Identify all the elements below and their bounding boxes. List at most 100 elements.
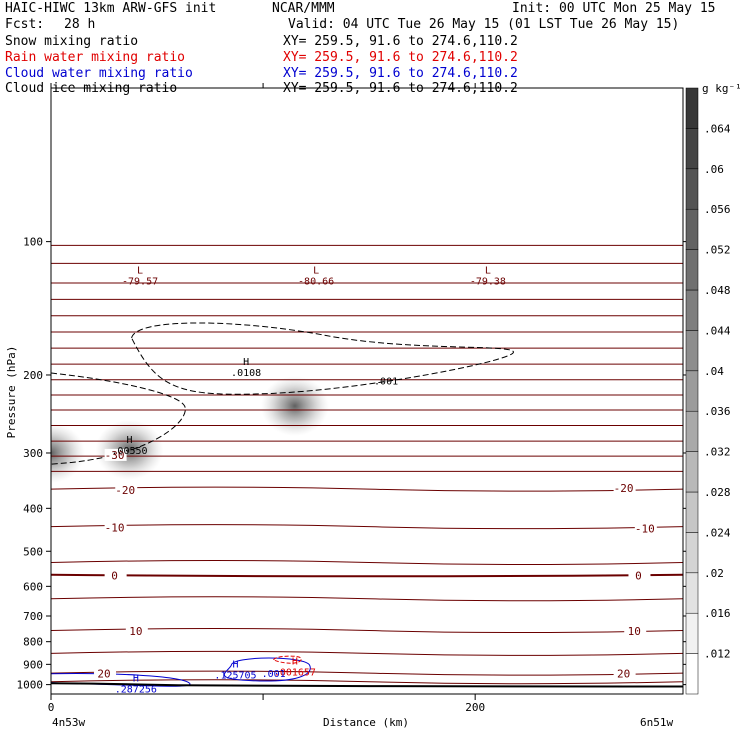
y-tick-label-8: 900 — [23, 658, 43, 671]
isotherm-line-5 — [51, 650, 683, 656]
extremum-type-3: H — [243, 357, 249, 368]
terrain-path — [51, 682, 683, 688]
temp-label-10-0: 10 — [129, 625, 142, 638]
temp-label-bg-1-0 — [115, 484, 138, 497]
y-tick-label-7: 800 — [23, 636, 43, 649]
y-tick-label-5: 600 — [23, 580, 43, 593]
field-xy-cloudwater: XY= 259.5, 91.6 to 274.6,110.2 — [283, 66, 518, 81]
y-tick-label-2: 300 — [23, 447, 43, 460]
colorbar-segment-0 — [685, 653, 699, 695]
contour-labels: -30 -20 -20 -10 -10 0 0 10 10 20 20 — [94, 448, 657, 680]
contour-value-label-1: .001 — [262, 669, 286, 680]
colorbar-segment-4 — [685, 491, 699, 533]
field-name-rain: Rain water mixing ratio — [5, 50, 186, 65]
temp-label-bg-4-0 — [125, 625, 148, 638]
extremum-type-4: H — [126, 435, 132, 446]
colorbar-segment-3 — [685, 532, 699, 574]
isotherm-line-2 — [51, 559, 683, 565]
y-tick-label-0: 100 — [23, 236, 43, 249]
org-text: NCAR/MMM — [272, 1, 335, 16]
x-axis-label: Distance (km) — [323, 716, 409, 729]
extremum-value-4: .00550 — [111, 446, 147, 457]
temp-label-bg-4-1 — [624, 625, 647, 638]
x-tick-label-0: 0 — [48, 701, 55, 714]
y-axis-label: Pressure (hPa) — [5, 346, 18, 439]
colorbar-segment-2 — [685, 572, 699, 614]
temperature-contours — [51, 244, 683, 685]
shaded-blob-0 — [260, 376, 329, 437]
field-name-snow: Snow mixing ratio — [5, 34, 139, 49]
shaded-blobs — [51, 376, 329, 483]
colorbar-segment-5 — [685, 451, 699, 493]
isotherm-line-1 — [51, 524, 683, 530]
isotherm-line-4 — [51, 628, 683, 634]
colorbar-segment-14 — [685, 87, 699, 129]
y-tick-label-6: 700 — [23, 610, 43, 623]
x-left-label: 4n53w — [52, 716, 85, 729]
temp-label-bg-5-0 — [94, 667, 117, 680]
extremum-type-0: L — [137, 265, 143, 276]
colorbar-label-4: .028 — [704, 486, 731, 499]
temp-label-10-1: 10 — [628, 625, 641, 638]
temp-label-bg-2-1 — [634, 522, 657, 535]
colorbar-segment-6 — [685, 410, 699, 452]
plot-frame — [50, 87, 684, 695]
x-tick-label-2: 200 — [465, 701, 485, 714]
temp-label--10-1: -10 — [635, 522, 655, 535]
temp-label-bg-3-1 — [628, 569, 651, 582]
temp-label--20-1: -20 — [614, 482, 634, 495]
y-tick-label-9: 1000 — [17, 679, 44, 692]
colorbar-unit: g kg⁻¹ — [702, 82, 740, 95]
y-tick-label-4: 500 — [23, 545, 43, 558]
extremum-value-1: -80.66 — [298, 276, 334, 287]
extremum-value-0: -79.57 — [122, 276, 158, 287]
colorbar-label-10: .052 — [704, 244, 731, 257]
cloudwater-contour-mid — [223, 657, 311, 682]
shaded-blob-1 — [95, 419, 164, 480]
zero-isotherm-line — [51, 573, 683, 578]
fcst-value: 28 h — [64, 17, 96, 32]
colorbar-segment-7 — [685, 370, 699, 412]
field-xy-rain: XY= 259.5, 91.6 to 274.6,110.2 — [283, 50, 518, 65]
extremum-type-5: H — [292, 656, 298, 667]
temp-label--10-0: -10 — [105, 522, 125, 535]
colorbar-label-12: .06 — [704, 163, 724, 176]
temp-label-bg-3-0 — [104, 569, 127, 582]
extremum-type-7: H — [133, 674, 139, 685]
colorbar-segment-11 — [685, 208, 699, 250]
extremum-value-3: .0108 — [231, 368, 261, 379]
rain-contour — [273, 655, 302, 664]
shaded-blob-2 — [51, 422, 85, 483]
extremum-value-6: .125705 — [214, 671, 256, 682]
x-right-label: 6n51w — [640, 716, 673, 729]
colorbar: .012 .016 .02 .024 .028 .032 .036 .04 .044 .048 .0… — [685, 82, 740, 695]
colorbar-label-3: .024 — [704, 526, 731, 539]
colorbar-segment-10 — [685, 249, 699, 291]
temp-label-20-0: 20 — [97, 667, 110, 680]
colorbar-label-0: .012 — [704, 648, 731, 661]
temp-label-bg-5-1 — [613, 667, 636, 680]
temp-label--30-0: -30 — [105, 449, 125, 462]
extremum-value-7: .287256 — [115, 685, 157, 696]
extremum-type-6: H — [232, 660, 238, 671]
isotherm-line-0 — [51, 486, 683, 492]
colorbar-segment-13 — [685, 128, 699, 170]
colorbar-segment-1 — [685, 612, 699, 654]
extremum-type-1: L — [313, 265, 319, 276]
extremum-value-2: -79.38 — [470, 276, 506, 287]
colorbar-label-8: .044 — [704, 324, 731, 337]
temp-label-bg-0-0 — [104, 448, 127, 461]
colorbar-segment-9 — [685, 289, 699, 331]
colorbar-label-13: .064 — [704, 122, 731, 135]
temp-label-bg-1-1 — [613, 482, 636, 495]
colorbar-label-9: .048 — [704, 284, 731, 297]
contour-value-label-0: .001 — [374, 376, 398, 387]
temp-label--20-0: -20 — [115, 484, 135, 497]
extremum-type-2: L — [485, 265, 491, 276]
terrain-line — [51, 682, 683, 688]
y-tick-label-3: 400 — [23, 502, 43, 515]
init-text: Init: 00 UTC Mon 25 May 15 — [512, 1, 716, 16]
y-tick-label-1: 200 — [23, 369, 43, 382]
valid-text: Valid: 04 UTC Tue 26 May 15 (01 LST Tue … — [288, 17, 680, 32]
